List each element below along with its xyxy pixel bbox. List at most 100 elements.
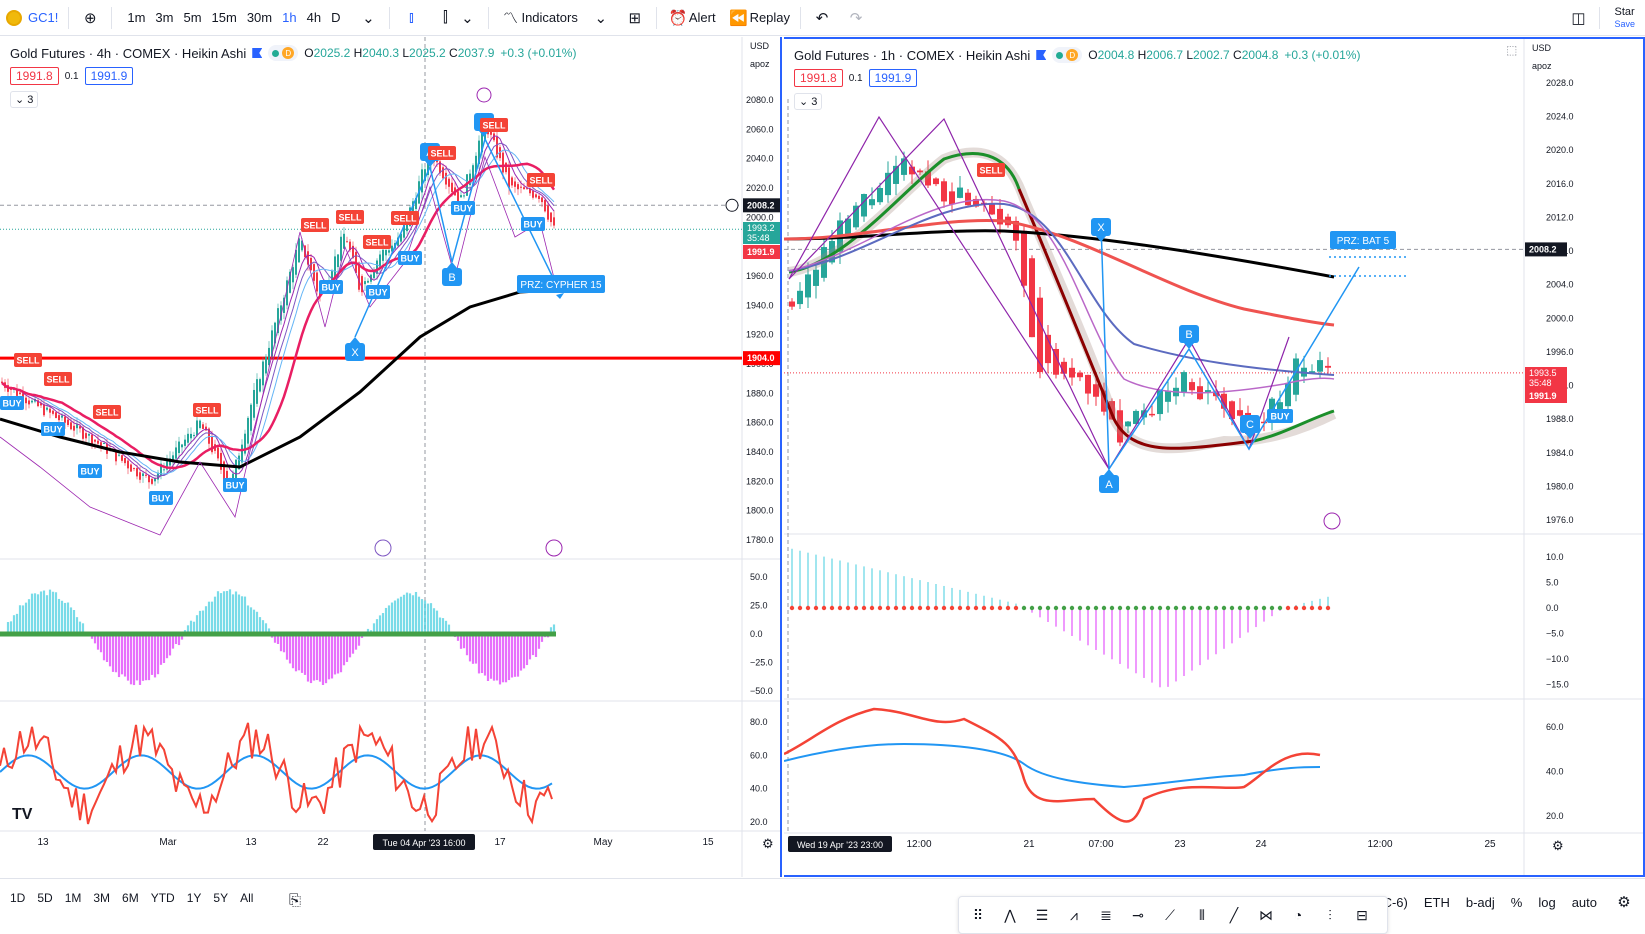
candle-body bbox=[535, 194, 537, 198]
candle-body bbox=[1077, 372, 1083, 378]
range-5d[interactable]: 5D bbox=[37, 891, 53, 905]
layout-button[interactable]: ⊞ bbox=[618, 0, 652, 36]
osc-zero-dot bbox=[989, 605, 995, 611]
candle-body bbox=[448, 178, 450, 187]
redo-button[interactable]: ↷ bbox=[839, 0, 873, 36]
ask-price-label: 1991.9 bbox=[1529, 391, 1557, 401]
indicator-collapse-button[interactable]: ⌄ 3 bbox=[794, 93, 823, 110]
indicator-collapse-button[interactable]: ⌄ 3 bbox=[10, 91, 39, 108]
candle-body bbox=[280, 305, 282, 321]
range-6m[interactable]: 6M bbox=[122, 891, 139, 905]
flag-icon[interactable] bbox=[1036, 50, 1047, 60]
candle-body bbox=[472, 165, 474, 180]
range-1m[interactable]: 1M bbox=[64, 891, 82, 905]
flag-icon[interactable] bbox=[252, 48, 263, 58]
interval-3m[interactable]: 3m bbox=[155, 10, 174, 25]
indicators-dropdown[interactable]: ⌄ bbox=[584, 0, 618, 36]
osc-zero-dot bbox=[1253, 605, 1259, 611]
lightning-marker-icon[interactable] bbox=[1323, 512, 1341, 530]
left-chart-pane[interactable]: 2080.0 2060.0 2040.0 2020.0 2000.0 1960.0 1940… bbox=[0, 37, 782, 877]
right-chart-title: Gold Futures · 1h · COMEX · Heikin Ashi bbox=[794, 47, 1031, 63]
interval-4h[interactable]: 4h bbox=[306, 10, 322, 25]
add-plus-icon[interactable] bbox=[725, 198, 739, 212]
candle-body bbox=[31, 400, 33, 403]
fib-lines-icon[interactable]: ☰ bbox=[1035, 906, 1049, 923]
data-status-badge[interactable]: D bbox=[1052, 47, 1083, 63]
timezone-label[interactable]: C-6) bbox=[1382, 894, 1408, 910]
range-1d[interactable]: 1D bbox=[10, 891, 26, 905]
sell-signal-bg bbox=[93, 405, 121, 419]
bars-pattern-icon[interactable]: ⦀ bbox=[1198, 906, 1206, 923]
candle-body bbox=[885, 172, 891, 196]
range-all[interactable]: All bbox=[240, 891, 254, 905]
back-adjust-button[interactable]: b-adj bbox=[1465, 894, 1495, 910]
candle-body bbox=[973, 198, 979, 207]
pivot-circle-icon[interactable] bbox=[476, 87, 492, 103]
xabcd-pattern-icon[interactable]: ⋀ bbox=[1004, 906, 1016, 923]
interval-dropdown[interactable]: ⌄ bbox=[351, 0, 385, 36]
interval-1h[interactable]: 1h bbox=[282, 10, 297, 25]
last-price-label: 1993.5 bbox=[1529, 368, 1557, 378]
session-button[interactable]: ETH bbox=[1423, 894, 1450, 910]
last-price-label: 1993.2 bbox=[747, 223, 775, 233]
head-shoulders-icon[interactable]: ⋈ bbox=[1259, 906, 1273, 923]
range-1y[interactable]: 1Y bbox=[186, 891, 202, 905]
undo-button[interactable]: ↶ bbox=[805, 0, 839, 36]
buy-price-button[interactable]: 1991.9 bbox=[84, 67, 134, 85]
interval-d[interactable]: D bbox=[331, 10, 341, 25]
percent-scale-button[interactable]: % bbox=[1510, 894, 1523, 910]
top-toolbar: GC1! ⊕ 1m 3m 5m 15m 30m 1h 4h D ⌄ ⫾ ⫿ ⌄ 〽 Indica… bbox=[0, 0, 1645, 36]
horizontal-ray-icon[interactable]: ⊸ bbox=[1132, 906, 1144, 923]
candle-body bbox=[1293, 358, 1299, 395]
candle-body bbox=[1237, 410, 1243, 416]
candle-body bbox=[829, 241, 835, 263]
interval-30m[interactable]: 30m bbox=[246, 10, 273, 25]
buy-signal: BUY bbox=[523, 220, 542, 230]
log-scale-button[interactable]: log bbox=[1538, 894, 1556, 910]
replay-marker-icon[interactable] bbox=[374, 539, 392, 557]
lightning-marker-icon[interactable] bbox=[545, 539, 563, 557]
status-dot-icon bbox=[272, 49, 280, 57]
compare-button[interactable]: ⊕ bbox=[73, 0, 107, 36]
interval-5m[interactable]: 5m bbox=[183, 10, 202, 25]
buy-price-button[interactable]: 1991.9 bbox=[868, 69, 918, 87]
price-tick-label: 1980.0 bbox=[1546, 481, 1574, 491]
osc-zero-dot bbox=[901, 605, 907, 611]
abc-pattern-icon[interactable]: ⩘ bbox=[1070, 906, 1078, 923]
gann-fan-icon[interactable]: ◔ bbox=[1293, 907, 1303, 923]
osc-zero-dot bbox=[1277, 605, 1283, 611]
settings-gear-icon[interactable]: ⚙ bbox=[1617, 894, 1631, 911]
interval-15m[interactable]: 15m bbox=[211, 10, 237, 25]
range-3m[interactable]: 3M bbox=[93, 891, 111, 905]
fib-retracement-icon[interactable]: ⫶ bbox=[1328, 906, 1332, 923]
chart-type-button[interactable]: ⫿ ⌄ bbox=[428, 0, 484, 36]
alert-button[interactable]: ⏰ Alert bbox=[661, 0, 722, 36]
left-chart-canvas[interactable]: 2080.0 2060.0 2040.0 2020.0 2000.0 1960.0 1940… bbox=[0, 37, 782, 877]
indicators-button[interactable]: 〽 Indicators bbox=[493, 0, 583, 36]
right-chart-canvas[interactable]: 2028.02024.02020.02016.02012.02008.02004… bbox=[784, 39, 1643, 877]
price-range-icon[interactable]: ⊟ bbox=[1356, 906, 1368, 923]
sell-price-button[interactable]: 1991.8 bbox=[794, 69, 843, 87]
candle-body bbox=[544, 199, 546, 212]
replay-button[interactable]: ⏪ Replay bbox=[722, 0, 796, 36]
range-ytd[interactable]: YTD bbox=[150, 891, 175, 905]
trend-angle-icon[interactable]: ⟋ bbox=[1165, 906, 1175, 923]
auto-scale-button[interactable]: auto bbox=[1571, 894, 1597, 910]
range-5y[interactable]: 5Y bbox=[213, 891, 229, 905]
data-status-badge[interactable]: D bbox=[268, 45, 299, 61]
drag-handle-icon[interactable]: ⠿ bbox=[972, 906, 984, 923]
interval-1m[interactable]: 1m bbox=[127, 10, 146, 25]
right-chart-pane[interactable]: 2028.02024.02020.02016.02012.02008.02004… bbox=[784, 37, 1645, 877]
fib-channel-icon[interactable]: ≣ bbox=[1100, 906, 1112, 923]
date-range-button[interactable]: ⎘ bbox=[284, 889, 306, 911]
star-save-button[interactable]: Star Save bbox=[1604, 6, 1645, 30]
osc-zero-dot bbox=[1205, 605, 1211, 611]
cypher-arrow bbox=[556, 293, 564, 299]
panels-toggle-button[interactable]: ◫ bbox=[1561, 0, 1595, 36]
candle-body bbox=[247, 417, 249, 444]
price-tick-label: 1940.0 bbox=[746, 300, 774, 310]
bar-style-button[interactable]: ⫾ bbox=[394, 0, 428, 36]
sell-price-button[interactable]: 1991.8 bbox=[10, 67, 59, 85]
trend-line-icon[interactable]: ╱ bbox=[1229, 906, 1239, 923]
symbol-search[interactable]: GC1! bbox=[0, 0, 64, 36]
